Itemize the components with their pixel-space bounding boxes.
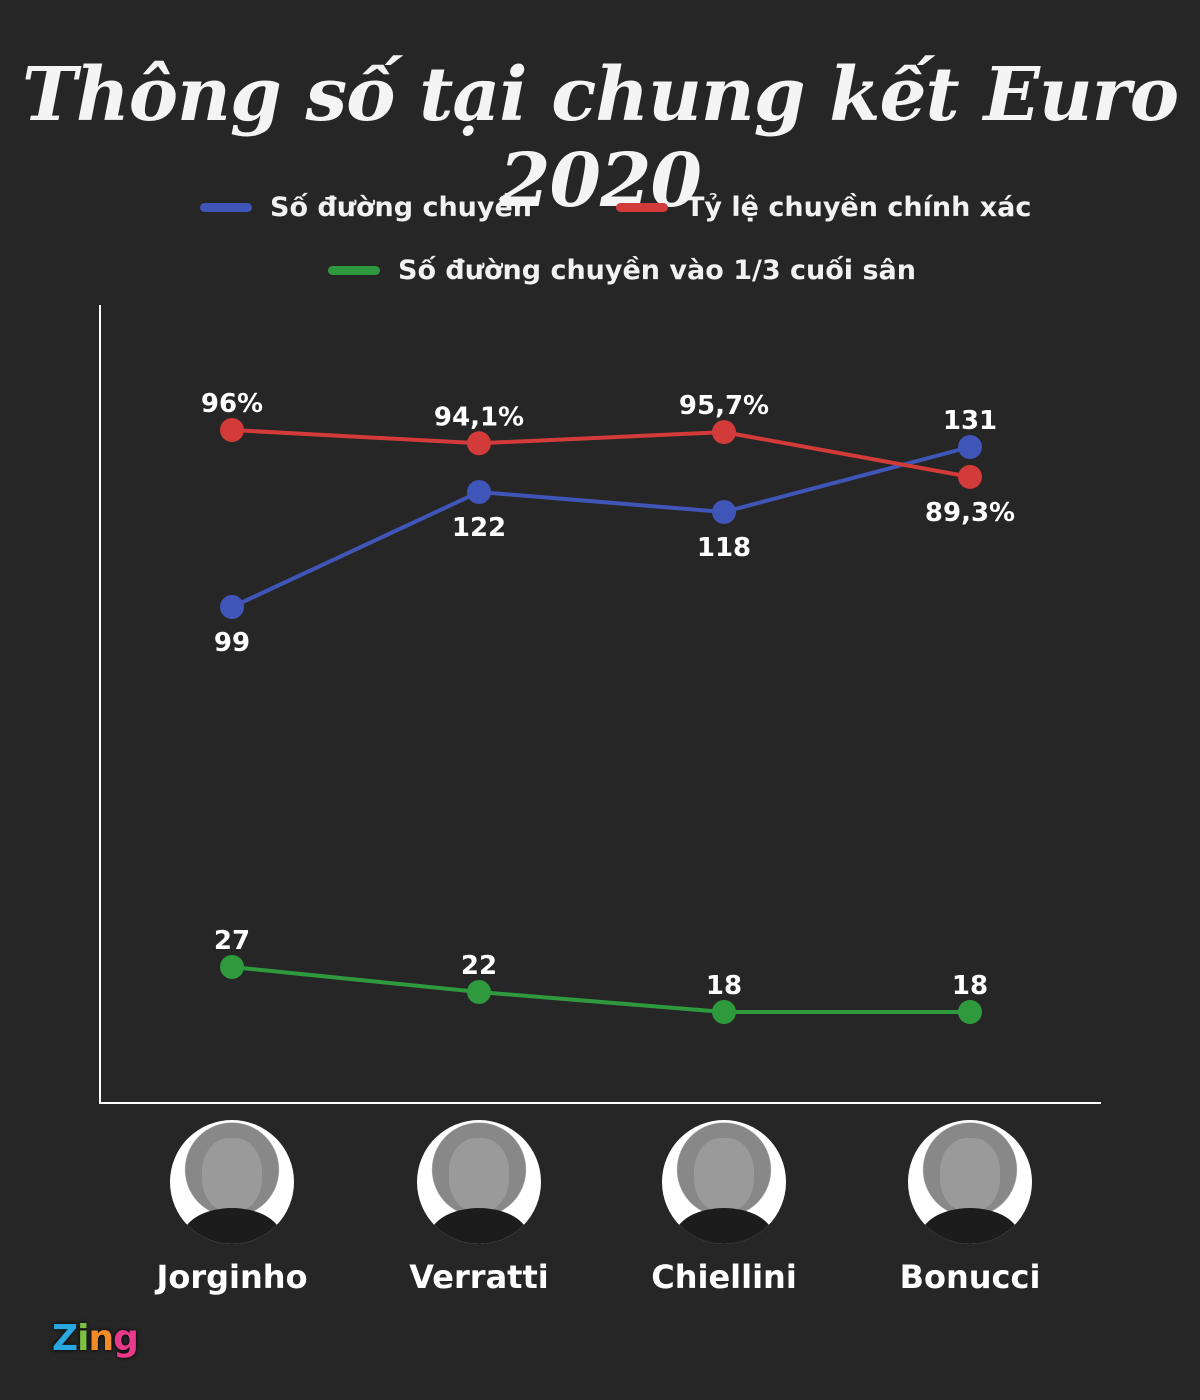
x-tick-label: Bonucci: [899, 1258, 1041, 1296]
player-photo: [908, 1120, 1032, 1244]
legend-label: Số đường chuyền vào 1/3 cuối sân: [398, 255, 916, 286]
data-point: [467, 480, 491, 504]
data-label: 95,7%: [679, 391, 769, 421]
data-label: 94,1%: [434, 402, 524, 432]
data-point: [712, 500, 736, 524]
player-verratti: Verratti: [359, 1120, 599, 1296]
data-label: 18: [952, 971, 988, 1001]
data-point: [958, 464, 982, 489]
data-point: [220, 418, 244, 442]
legend-item-accuracy: Tỷ lệ chuyền chính xác: [616, 192, 1031, 223]
data-point: [467, 980, 491, 1004]
data-point: [467, 431, 491, 456]
data-point: [958, 1000, 982, 1024]
data-label: 99: [214, 628, 250, 658]
data-point: [712, 420, 736, 445]
data-label: 96%: [201, 389, 263, 419]
x-tick-label: Jorginho: [156, 1258, 308, 1296]
player-jorginho: Jorginho: [112, 1120, 352, 1296]
data-label: 27: [214, 926, 250, 956]
player-photo: [662, 1120, 786, 1244]
legend-item-passes: Số đường chuyền: [200, 192, 532, 223]
data-label: 122: [452, 513, 506, 543]
data-point: [958, 435, 982, 459]
data-label: 18: [706, 971, 742, 1001]
legend-swatch-green: [328, 266, 380, 275]
series-line: [231, 965, 970, 1014]
legend-label: Tỷ lệ chuyền chính xác: [686, 192, 1032, 223]
data-point: [220, 595, 244, 619]
data-label: 22: [461, 951, 497, 981]
series-line: [231, 428, 971, 479]
x-tick-label: Chiellini: [651, 1258, 797, 1296]
player-bonucci: Bonucci: [850, 1120, 1090, 1296]
legend-label: Số đường chuyền: [270, 192, 533, 223]
x-tick-label: Verratti: [409, 1258, 549, 1296]
player-chiellini: Chiellini: [604, 1120, 844, 1296]
zing-logo: Zing: [52, 1318, 139, 1359]
player-photo: [417, 1120, 541, 1244]
series-line: [231, 445, 971, 609]
legend-item-final-third: Số đường chuyền vào 1/3 cuối sân: [328, 255, 916, 286]
chart-title: Thông số tại chung kết Euro 2020: [21, 52, 1179, 224]
data-label: 118: [697, 533, 751, 563]
data-point: [712, 1000, 736, 1024]
legend-swatch-blue: [200, 203, 252, 212]
player-photo: [170, 1120, 294, 1244]
data-label: 131: [943, 406, 997, 436]
data-point: [220, 955, 244, 979]
legend-swatch-red: [616, 203, 668, 212]
data-label: 89,3%: [925, 498, 1015, 528]
